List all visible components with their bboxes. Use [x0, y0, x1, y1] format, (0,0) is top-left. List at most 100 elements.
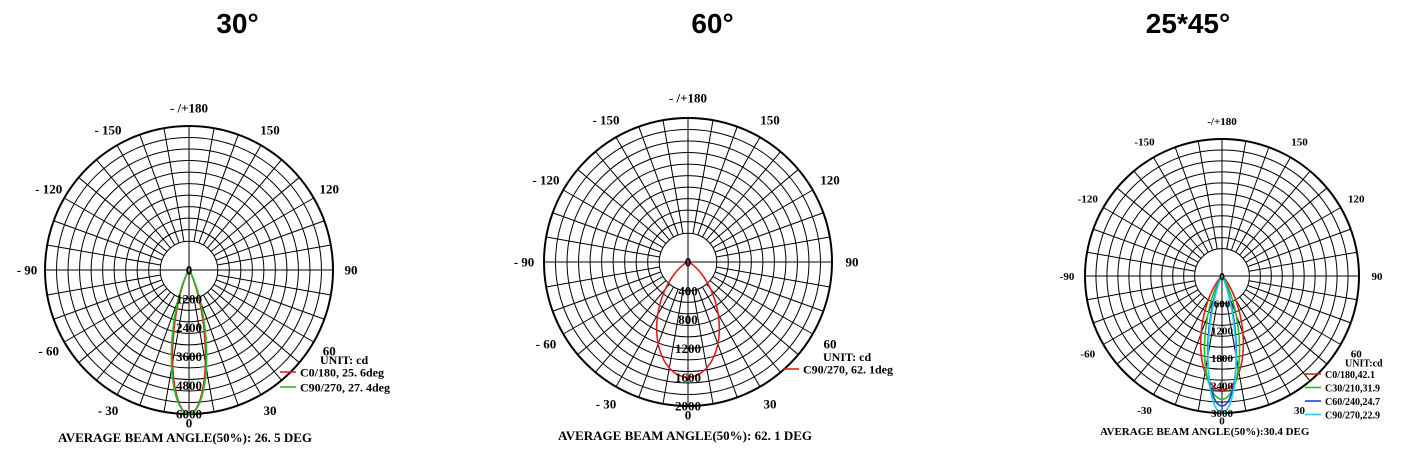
legend-label: C90/270, 62. 1deg — [803, 363, 893, 377]
grid-spoke — [615, 137, 675, 238]
grid-spoke — [1248, 280, 1358, 301]
angle-label-neg150: - 150 — [94, 122, 121, 137]
grid-spoke — [116, 145, 176, 246]
grid-spoke — [193, 298, 215, 412]
angle-label-0: 0 — [685, 408, 692, 423]
angle-label-30: 30 — [764, 397, 777, 412]
average-beam-angle: AVERAGE BEAM ANGLE(50%): 62. 1 DEG — [558, 428, 812, 443]
grid-spoke — [53, 279, 163, 320]
grid-spoke — [714, 271, 824, 312]
grid-spoke — [1153, 157, 1209, 253]
grid-spoke — [96, 291, 171, 381]
grid-spoke — [163, 298, 185, 412]
angle-label-60: 60 — [824, 337, 837, 352]
grid-spoke — [563, 189, 664, 249]
grid-spoke — [1247, 228, 1351, 268]
grid-spoke — [697, 126, 738, 236]
angle-label-90: 90 — [846, 255, 859, 270]
angle-label-neg120: -120 — [1078, 193, 1099, 205]
grid-spoke — [210, 288, 300, 363]
radial-tick-label: 2400 — [1211, 380, 1234, 392]
grid-spoke — [552, 271, 662, 312]
grid-spoke — [217, 274, 331, 296]
polar-chart-60: 60° - /+180- 150 150- 120 120- 90 90- 60 60-… — [475, 0, 950, 454]
radial-tick-label: 3600 — [176, 349, 202, 364]
grid-spoke — [577, 169, 667, 244]
legend-label: C0/180,42.1 — [1325, 370, 1375, 381]
grid-spoke — [213, 197, 314, 257]
grid-spoke — [198, 134, 239, 244]
angle-label-90: 90 — [1372, 271, 1384, 283]
grid-spoke — [1230, 147, 1270, 251]
beam-curve-1 — [170, 268, 208, 415]
radial-tick-label: 0 — [1219, 271, 1225, 283]
chart-title: 60° — [691, 8, 734, 39]
grid-spoke — [595, 151, 670, 241]
polar-chart-30: 30° - /+180- 150 150- 120 120- 90 90- 60 60-… — [0, 0, 475, 454]
grid-spoke — [47, 244, 161, 266]
grid-spoke — [552, 212, 662, 253]
radial-tick-label: 800 — [678, 312, 698, 327]
polar-plot: - /+180 - 150 150 - 120 120 - 90 90 - 60 60 - 30 3… — [17, 101, 390, 445]
legend-label: C30/210,31.9 — [1325, 383, 1380, 394]
grid-spoke — [1242, 187, 1328, 259]
grid-spoke — [709, 169, 799, 244]
angle-label-neg120: - 120 — [532, 173, 559, 188]
grid-spoke — [1093, 228, 1197, 268]
grid-spoke — [716, 266, 830, 288]
polar-plot: - /+180 - 150 150 - 120 120 - 90 90 - 60 60 - 30 3… — [514, 91, 893, 443]
grid-spoke — [193, 128, 215, 242]
grid-spoke — [116, 294, 176, 395]
polar-chart-25x45: 25*45° -/+180 -150 150 -120 120 -90 90 -60 60 -30… — [950, 0, 1426, 454]
angle-label-neg30: -30 — [1137, 405, 1152, 417]
grid-spoke — [213, 283, 314, 343]
grid-spoke — [692, 120, 714, 234]
grid-spoke — [692, 290, 714, 404]
grid-spoke — [207, 159, 282, 249]
angle-label-180: -/+180 — [1207, 116, 1237, 128]
grid-spoke — [1086, 280, 1196, 301]
angle-label-150: 150 — [260, 122, 280, 137]
angle-label-neg30: - 30 — [596, 397, 617, 412]
grid-spoke — [1093, 284, 1197, 324]
grid-spoke — [1242, 293, 1328, 365]
grid-spoke — [1133, 296, 1205, 382]
angle-label-neg120: - 120 — [35, 182, 62, 197]
grid-spoke — [1153, 299, 1209, 395]
radial-tick-label: 1200 — [176, 291, 202, 306]
grid-spoke — [1248, 251, 1358, 272]
grid-spoke — [78, 177, 168, 252]
radial-tick-label: 0 — [685, 255, 692, 270]
grid-spoke — [709, 280, 799, 355]
grid-spoke — [712, 275, 813, 335]
grid-spoke — [96, 159, 171, 249]
grid-spoke — [1133, 170, 1205, 256]
grid-spoke — [215, 279, 325, 320]
grid-spoke — [638, 126, 679, 236]
radial-tick-label: 2000 — [675, 399, 701, 414]
grid-spoke — [64, 197, 165, 257]
unit-label: UNIT: cd — [823, 350, 871, 364]
grid-spoke — [64, 283, 165, 343]
average-beam-angle: AVERAGE BEAM ANGLE(50%): 26. 5 DEG — [58, 430, 312, 445]
unit-label: UNIT:cd — [1345, 359, 1383, 370]
radial-tick-label: 4800 — [176, 378, 202, 393]
angle-label-150: 150 — [1291, 137, 1308, 149]
radial-tick-label: 1800 — [1211, 353, 1234, 365]
grid-spoke — [163, 128, 185, 242]
angle-label-neg60: - 60 — [38, 344, 59, 359]
chart-title: 30° — [216, 8, 259, 39]
grid-spoke — [1086, 251, 1196, 272]
grid-spoke — [701, 137, 761, 238]
grid-spoke — [139, 134, 180, 244]
angle-label-neg150: - 150 — [592, 113, 619, 128]
radial-tick-label: 6000 — [176, 407, 202, 422]
grid-spoke — [563, 275, 664, 335]
grid-spoke — [198, 296, 239, 406]
grid-spoke — [1245, 289, 1341, 345]
grid-spoke — [202, 145, 262, 246]
radial-tick-label: 600 — [1214, 298, 1231, 310]
angle-label-180: - /+180 — [669, 91, 707, 106]
angle-label-60: 60 — [1351, 348, 1363, 360]
grid-spoke — [716, 236, 830, 258]
